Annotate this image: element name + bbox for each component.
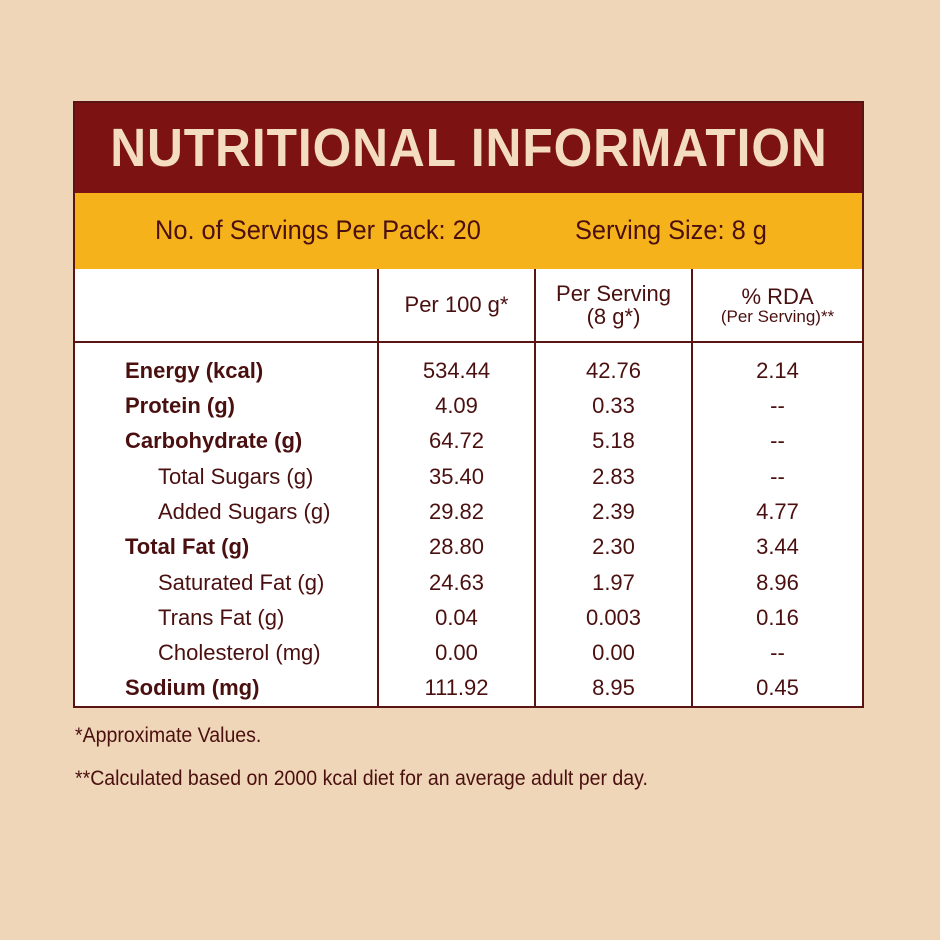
value-per-100g: 35.40 <box>428 464 485 489</box>
footnote-approximate: *Approximate Values. <box>75 724 262 747</box>
nutrition-panel: NUTRITIONAL INFORMATION No. of Servings … <box>73 101 864 708</box>
value-per-100g: 24.63 <box>428 570 485 595</box>
value-per-100g: 29.82 <box>428 499 485 524</box>
value-per-100g: 0.04 <box>435 605 478 630</box>
value-per-100g: 0.00 <box>435 640 478 665</box>
nutrient-label: Cholesterol (mg) <box>158 640 321 665</box>
value-rda: -- <box>770 464 785 489</box>
value-rda: 2.14 <box>756 358 799 383</box>
panel-title: NUTRITIONAL INFORMATION <box>109 118 828 178</box>
value-rda: -- <box>770 640 785 665</box>
value-per-serving: 8.95 <box>592 675 635 700</box>
nutrient-label: Sodium (mg) <box>125 675 260 700</box>
column-divider <box>377 269 379 706</box>
nutrient-label: Trans Fat (g) <box>158 605 285 630</box>
value-per-serving: 42.76 <box>585 358 642 383</box>
value-per-100g: 111.92 <box>424 675 489 700</box>
value-rda: 0.45 <box>756 675 799 700</box>
serving-size: Serving Size: 8 g <box>575 215 767 245</box>
title-bar: NUTRITIONAL INFORMATION <box>75 103 862 193</box>
table-row: Sodium (mg) 111.92 8.95 0.45 <box>75 670 862 705</box>
table-row: Trans Fat (g) 0.04 0.003 0.16 <box>75 600 862 635</box>
value-per-serving: 2.83 <box>592 464 635 489</box>
column-header-label: Per Serving <box>556 280 671 306</box>
column-divider <box>534 269 536 706</box>
value-per-serving: 1.97 <box>592 570 635 595</box>
nutrient-label: Total Fat (g) <box>125 534 250 559</box>
value-rda: -- <box>770 393 785 418</box>
value-per-serving: 0.00 <box>592 640 635 665</box>
table-row: Cholesterol (mg) 0.00 0.00 -- <box>75 635 862 670</box>
nutrient-label: Added Sugars (g) <box>158 499 331 524</box>
column-header-sublabel: (8 g*) <box>586 304 641 329</box>
table-row: Saturated Fat (g) 24.63 1.97 8.96 <box>75 565 862 600</box>
column-header-per-serving: Per Serving (8 g*) <box>536 269 691 341</box>
table-row: Added Sugars (g) 29.82 2.39 4.77 <box>75 494 862 529</box>
value-rda: -- <box>770 428 785 453</box>
nutrient-label: Carbohydrate (g) <box>125 428 303 453</box>
value-per-100g: 534.44 <box>422 358 491 383</box>
nutrient-label: Saturated Fat (g) <box>158 570 325 595</box>
value-per-serving: 0.33 <box>592 393 635 418</box>
value-rda: 4.77 <box>756 499 799 524</box>
value-per-serving: 2.30 <box>592 534 635 559</box>
value-rda: 0.16 <box>756 605 799 630</box>
value-per-serving: 5.18 <box>592 428 635 453</box>
value-per-serving: 0.003 <box>585 605 642 630</box>
value-per-100g: 4.09 <box>435 393 478 418</box>
value-per-100g: 28.80 <box>428 534 485 559</box>
column-header-sublabel: (Per Serving)** <box>720 306 835 326</box>
value-rda: 3.44 <box>756 534 799 559</box>
value-rda: 8.96 <box>756 570 799 595</box>
value-per-100g: 64.72 <box>428 428 485 453</box>
serving-info-bar: No. of Servings Per Pack: 20 Serving Siz… <box>75 193 862 269</box>
nutrient-label: Protein (g) <box>125 393 235 418</box>
nutrient-label: Energy (kcal) <box>125 358 264 383</box>
column-divider <box>691 269 693 706</box>
nutrient-label: Total Sugars (g) <box>158 464 314 489</box>
table-row: Total Sugars (g) 35.40 2.83 -- <box>75 459 862 494</box>
table-row: Energy (kcal) 534.44 42.76 2.14 <box>75 353 862 388</box>
servings-per-pack: No. of Servings Per Pack: 20 <box>155 215 481 245</box>
column-header-per-100g: Per 100 g* <box>379 269 534 341</box>
table-row: Protein (g) 4.09 0.33 -- <box>75 388 862 423</box>
footnote-calculation: **Calculated based on 2000 kcal diet for… <box>75 767 648 790</box>
value-per-serving: 2.39 <box>592 499 635 524</box>
table-row: Total Fat (g) 28.80 2.30 3.44 <box>75 529 862 564</box>
column-header-label: % RDA <box>741 283 814 309</box>
table-row: Carbohydrate (g) 64.72 5.18 -- <box>75 423 862 458</box>
column-header-rda: % RDA (Per Serving)** <box>693 269 862 341</box>
header-divider <box>75 341 862 343</box>
nutrition-table: Per 100 g* Per Serving (8 g*) % RDA (Per… <box>75 269 862 706</box>
column-header-label: Per 100 g* <box>404 292 509 318</box>
